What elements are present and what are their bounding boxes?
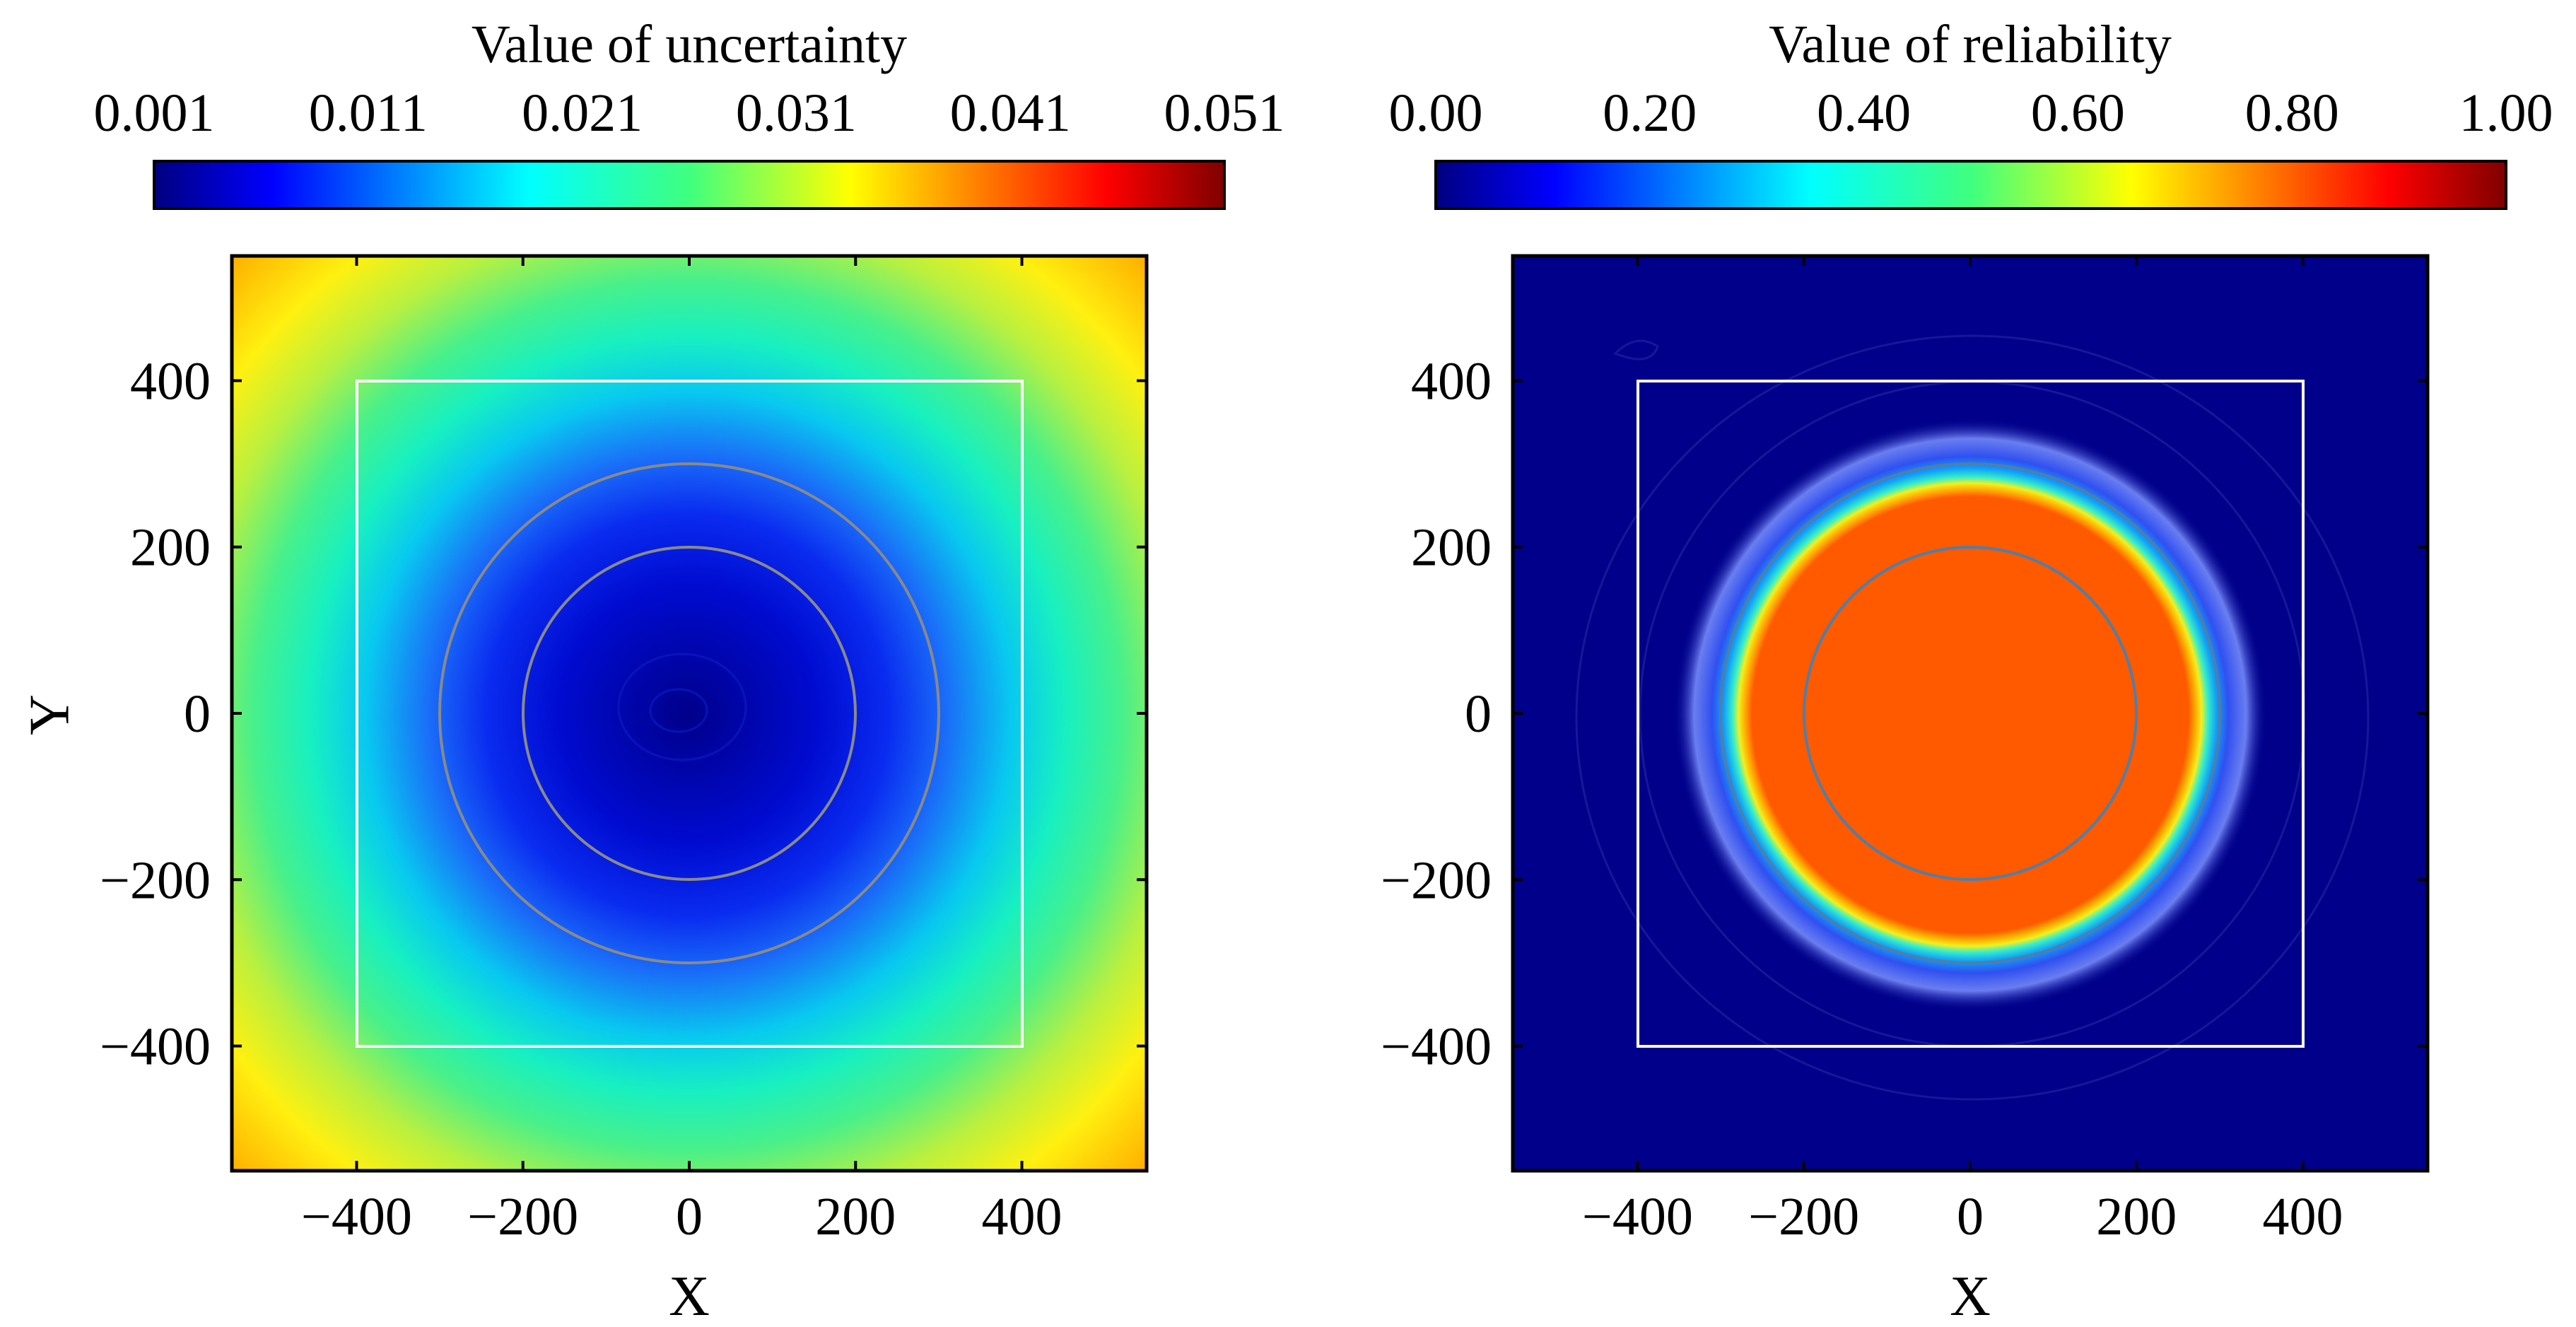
reliability-y-tick-label: −200	[1381, 850, 1492, 910]
uncertainty-colorbar-bar	[153, 160, 1226, 210]
reliability-y-ticks: 400 200 0 −200 −400	[1381, 351, 2428, 1077]
uncertainty-y-tick-label: −400	[100, 1017, 211, 1077]
uncertainty-colorbar-tick-label: 0.041	[950, 83, 1071, 143]
reliability-plot-area	[1513, 256, 2428, 1171]
uncertainty-x-ticks: −400 −200 0 200 400	[301, 256, 1062, 1246]
reliability-x-tick-label: −400	[1582, 1187, 1693, 1246]
uncertainty-colorbar-title: Value of uncertainty	[472, 15, 907, 74]
uncertainty-plot-area	[232, 256, 1147, 1171]
reliability-boundary-square	[1637, 380, 2305, 1048]
uncertainty-colorbar-tick-label: 0.011	[309, 83, 428, 143]
uncertainty-colorbar-tick-label: 0.051	[1164, 83, 1285, 143]
uncertainty-y-ticks: 400 200 0 −200 −400	[100, 351, 1147, 1077]
uncertainty-x-tick-label: −200	[467, 1187, 578, 1246]
reliability-colorbar-tick-label: 0.40	[1817, 83, 1911, 143]
uncertainty-colorbar-tick-labels: 0.001 0.011 0.021 0.031 0.041 0.051	[94, 83, 1285, 143]
uncertainty-colorbar-tick-label: 0.021	[522, 83, 643, 143]
reliability-x-tick-label: 0	[1957, 1187, 1984, 1246]
uncertainty-y-tick-label: −200	[100, 850, 211, 910]
uncertainty-heatmap	[232, 256, 1147, 1171]
uncertainty-circle-r200	[522, 546, 857, 881]
reliability-x-ticks: −400 −200 0 200 400	[1582, 256, 2343, 1246]
reliability-colorbar-bar	[1434, 160, 2507, 210]
reliability-colorbar-tick-labels: 0.00 0.20 0.40 0.60 0.80 1.00	[1389, 83, 2553, 143]
uncertainty-colorbar: 0.001 0.011 0.021 0.031 0.041 0.051	[94, 83, 1285, 210]
reliability-colorbar: 0.00 0.20 0.40 0.60 0.80 1.00	[1389, 83, 2553, 210]
reliability-heatmap	[1673, 418, 2267, 1012]
uncertainty-x-axis-label: X	[669, 1265, 710, 1327]
uncertainty-y-axis-label: Y	[18, 694, 81, 735]
uncertainty-x-tick-label: 400	[982, 1187, 1062, 1246]
uncertainty-circle-r300	[438, 462, 940, 964]
uncertainty-x-tick-label: −400	[301, 1187, 412, 1246]
reliability-x-tick-label: 400	[2263, 1187, 2343, 1246]
reliability-circle-r200	[1803, 546, 2138, 881]
uncertainty-y-tick-label: 0	[184, 684, 211, 744]
reliability-chart: Value of reliability 0.00 0.20 0.40 0.60 0.8…	[1381, 15, 2553, 1327]
uncertainty-colorbar-tick-label: 0.001	[94, 83, 215, 143]
uncertainty-x-tick-label: 0	[676, 1187, 703, 1246]
reliability-y-tick-label: 400	[1411, 351, 1492, 411]
uncertainty-y-tick-label: 200	[130, 518, 211, 578]
reliability-x-axis-label: X	[1950, 1265, 1991, 1327]
reliability-y-tick-label: 0	[1465, 684, 1492, 744]
uncertainty-x-tick-label: 200	[815, 1187, 896, 1246]
reliability-colorbar-tick-label: 0.20	[1603, 83, 1697, 143]
reliability-y-tick-label: −400	[1381, 1017, 1492, 1077]
uncertainty-chart: Value of uncertainty 0.001 0.011 0.021 0.03…	[18, 15, 1284, 1327]
uncertainty-y-tick-label: 400	[130, 351, 211, 411]
uncertainty-boundary-square	[356, 380, 1024, 1048]
reliability-circle-r300	[1719, 462, 2221, 964]
reliability-colorbar-tick-label: 1.00	[2459, 83, 2553, 143]
reliability-colorbar-tick-label: 0.80	[2245, 83, 2339, 143]
uncertainty-colorbar-tick-label: 0.031	[736, 83, 857, 143]
reliability-colorbar-title: Value of reliability	[1769, 15, 2172, 74]
reliability-colorbar-tick-label: 0.60	[2031, 83, 2125, 143]
reliability-colorbar-tick-label: 0.00	[1389, 83, 1483, 143]
reliability-x-tick-label: −200	[1748, 1187, 1859, 1246]
reliability-y-tick-label: 200	[1411, 518, 1492, 578]
reliability-x-tick-label: 200	[2096, 1187, 2177, 1246]
